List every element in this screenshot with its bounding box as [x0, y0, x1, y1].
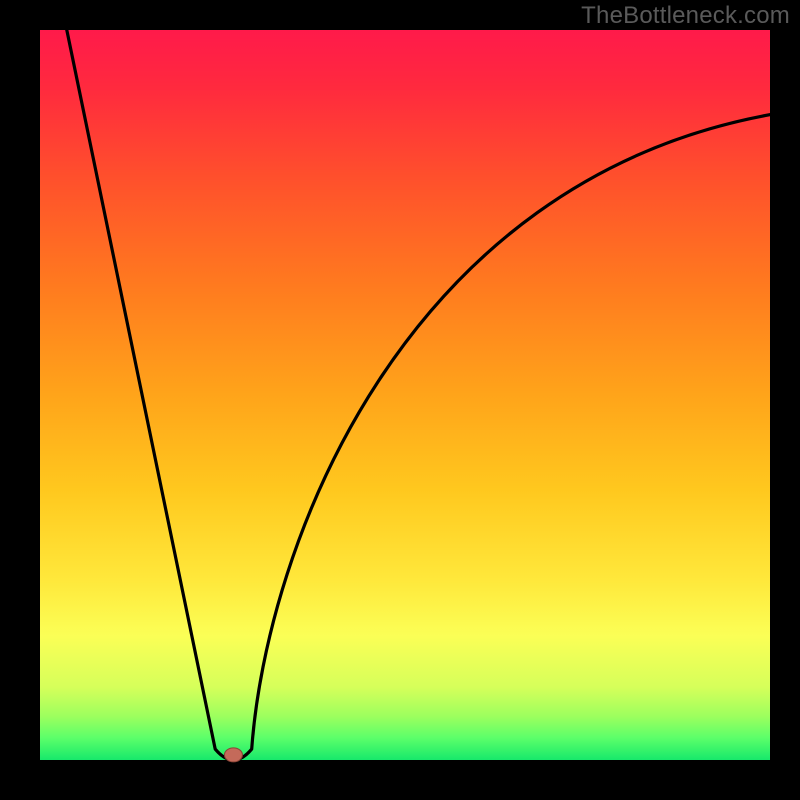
plot-background	[40, 30, 770, 760]
chart-svg	[0, 0, 800, 800]
chart-root: TheBottleneck.com	[0, 0, 800, 800]
minimum-marker	[224, 748, 242, 762]
watermark-text: TheBottleneck.com	[581, 2, 790, 30]
